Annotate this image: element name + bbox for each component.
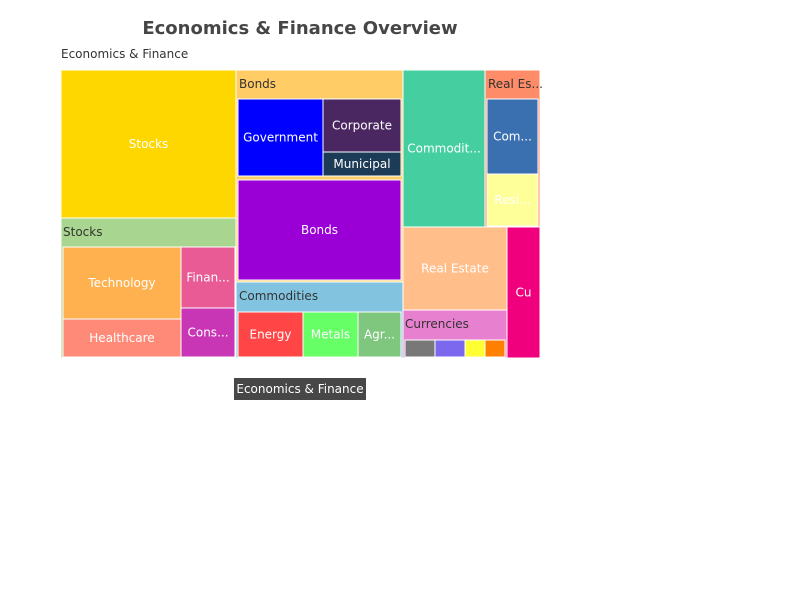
cell-cu-label: Cu xyxy=(516,286,532,300)
breadcrumb-background[interactable] xyxy=(234,378,366,400)
cell-currency-2[interactable] xyxy=(434,339,466,358)
chart-title: Economics & Finance Overview xyxy=(142,18,457,39)
breadcrumb-text[interactable]: Economics & Finance xyxy=(236,382,363,396)
cell-technology-label: Technology xyxy=(87,276,155,290)
cell-agriculture-label: Agr... xyxy=(364,328,395,342)
cell-residential-label: Resi... xyxy=(494,193,530,207)
cell-healthcare-label: Healthcare xyxy=(89,331,154,345)
cell-bonds-label: Bonds xyxy=(301,223,338,237)
cell-commodities[interactable] xyxy=(402,69,486,228)
cell-consumer-label: Cons... xyxy=(187,326,228,340)
cell-currency-1[interactable] xyxy=(404,339,436,358)
cell-bonds[interactable] xyxy=(237,179,402,281)
cell-corporate[interactable] xyxy=(322,98,402,153)
treemap-cells: Stocks Bonds Commodities Real Es... Currenci… xyxy=(60,69,543,359)
cell-financials-label: Finan... xyxy=(186,271,229,285)
cell-metals[interactable] xyxy=(302,311,359,358)
cell-commercial[interactable] xyxy=(486,98,539,175)
group-currencies-label: Currencies xyxy=(405,317,469,331)
cell-government-label: Government xyxy=(243,131,318,145)
cell-currency-3[interactable] xyxy=(464,339,486,358)
group-stocks-label: Stocks xyxy=(63,225,102,239)
cell-healthcare[interactable] xyxy=(62,318,182,358)
cell-stocks[interactable] xyxy=(60,69,237,219)
cell-residential[interactable] xyxy=(486,173,539,227)
cell-currency-4[interactable] xyxy=(484,339,506,358)
group-commodities-label: Commodities xyxy=(239,289,318,303)
cell-commercial-label: Com... xyxy=(493,130,532,144)
group-real-estate-label: Real Es... xyxy=(488,77,543,91)
cell-municipal[interactable] xyxy=(322,151,402,177)
cell-consumer[interactable] xyxy=(180,307,236,358)
cell-real-estate-label: Real Estate xyxy=(421,262,489,276)
cell-stocks-label: Stocks xyxy=(129,137,168,151)
cell-energy-label: Energy xyxy=(249,328,291,342)
cell-agriculture[interactable] xyxy=(357,311,402,358)
cell-corporate-label: Corporate xyxy=(332,119,392,133)
breadcrumb[interactable]: Economics & Finance xyxy=(234,378,366,400)
cell-commodities-label: Commodit... xyxy=(407,142,481,156)
group-bonds-label: Bonds xyxy=(239,77,276,91)
cell-municipal-label: Municipal xyxy=(333,157,390,171)
cell-real-estate[interactable] xyxy=(402,226,508,311)
cell-cu[interactable] xyxy=(506,226,541,359)
cell-metals-label: Metals xyxy=(311,328,350,342)
root-label: Economics & Finance xyxy=(61,47,188,61)
